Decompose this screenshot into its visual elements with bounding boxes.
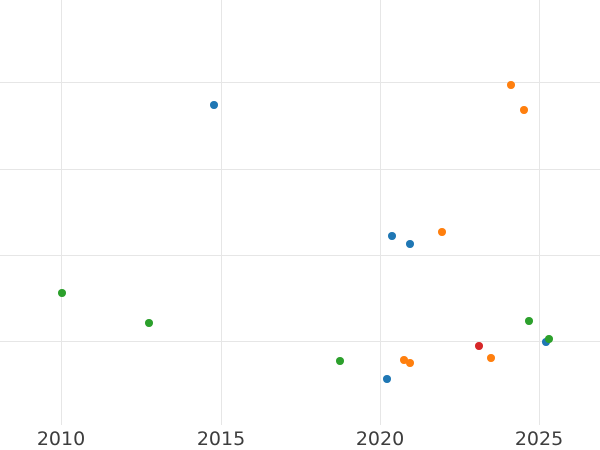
- vertical-gridline: [380, 0, 381, 425]
- scatter-point-orange: [400, 356, 408, 364]
- horizontal-gridline: [0, 255, 600, 256]
- scatter-point-orange: [487, 354, 495, 362]
- scatter-point-blue: [383, 375, 391, 383]
- scatter-point-blue: [406, 240, 414, 248]
- scatter-point-blue: [210, 101, 218, 109]
- horizontal-gridline: [0, 82, 600, 83]
- scatter-point-green: [336, 357, 344, 365]
- x-tick-label: 2025: [514, 428, 564, 450]
- scatter-point-orange: [438, 228, 446, 236]
- scatter-point-red: [475, 342, 483, 350]
- scatter-point-green: [58, 289, 66, 297]
- x-tick-label: 2010: [36, 428, 86, 450]
- scatter-point-orange: [507, 81, 515, 89]
- x-tick-label: 2020: [355, 428, 405, 450]
- x-tick-label: 2015: [196, 428, 246, 450]
- vertical-gridline: [221, 0, 222, 425]
- scatter-point-green: [525, 317, 533, 325]
- scatter-point-orange: [406, 359, 414, 367]
- vertical-gridline: [539, 0, 540, 425]
- scatter-point-orange: [520, 106, 528, 114]
- scatter-point-blue: [388, 232, 396, 240]
- horizontal-gridline: [0, 169, 600, 170]
- horizontal-gridline: [0, 341, 600, 342]
- scatter-point-green: [545, 335, 553, 343]
- scatter-point-green: [145, 319, 153, 327]
- vertical-gridline: [61, 0, 62, 425]
